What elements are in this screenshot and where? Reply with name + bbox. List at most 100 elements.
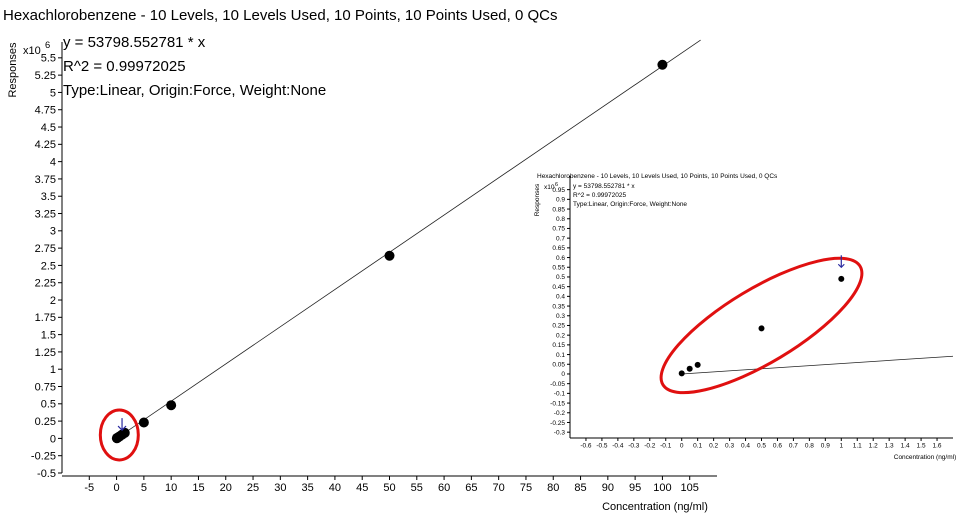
- y-tick-label: -0.05: [550, 381, 565, 388]
- x-tick-label: 105: [681, 482, 699, 494]
- y-exponent-label: 6: [45, 40, 50, 50]
- x-tick-label: 100: [653, 482, 671, 494]
- y-tick-label: 5.5: [41, 53, 56, 65]
- y-tick-label: 3.75: [35, 174, 56, 186]
- y-tick-label: 2.25: [35, 278, 56, 290]
- y-tick-label: 0.05: [552, 362, 565, 369]
- pointer-arrow: [117, 418, 127, 431]
- x-tick-label: 0.2: [709, 443, 718, 450]
- y-tick-label: 0.1: [556, 352, 565, 359]
- y-tick-label: 1.5: [41, 329, 56, 341]
- chart-title: Hexachlorobenzene - 10 Levels, 10 Levels…: [3, 7, 557, 24]
- y-tick-label: 3.25: [35, 208, 56, 220]
- x-tick-label: -0.1: [660, 443, 672, 450]
- highlight-ellipse: [98, 408, 140, 462]
- x-tick-label: -0.6: [580, 443, 592, 450]
- r-squared-text: R^2 = 0.99972025: [573, 192, 626, 199]
- data-point: [838, 275, 845, 282]
- x-tick-label: 0.9: [821, 443, 830, 450]
- y-axis-label: Responses: [7, 42, 19, 98]
- x-tick-label: 25: [247, 482, 259, 494]
- fit-line: [681, 355, 954, 375]
- x-tick-label: 0: [114, 482, 120, 494]
- y-tick-label: 0.95: [552, 187, 565, 194]
- y-tick-label: -0.15: [550, 400, 565, 407]
- x-tick-label: -5: [84, 482, 94, 494]
- y-tick-label: 4: [50, 156, 56, 168]
- pointer-arrow-head: [117, 425, 127, 431]
- x-tick-label: 35: [302, 482, 314, 494]
- y-tick-label: 0.15: [552, 342, 565, 349]
- y-tick-label: 2: [50, 295, 56, 307]
- fit-info-text: Type:Linear, Origin:Force, Weight:None: [573, 201, 687, 208]
- x-tick-label: 0.5: [757, 443, 766, 450]
- x-tick-label: 1.4: [901, 443, 910, 450]
- y-tick-label: 1: [50, 364, 56, 376]
- y-tick-label: 0.6: [556, 255, 565, 262]
- x-tick-label: 1.5: [917, 443, 926, 450]
- y-tick-label: 0.45: [552, 284, 565, 291]
- highlight-ellipse: [659, 256, 864, 395]
- x-tick-label: 95: [629, 482, 641, 494]
- x-tick-label: 15: [192, 482, 204, 494]
- y-multiplier-label: x10: [544, 184, 555, 191]
- x-tick-label: 55: [411, 482, 423, 494]
- x-tick-label: 0.8: [805, 443, 814, 450]
- y-tick-label: 1.25: [35, 347, 56, 359]
- y-tick-label: 3: [50, 226, 56, 238]
- inset-calibration-chart: Hexachlorobenzene - 10 Levels, 10 Levels…: [534, 173, 957, 461]
- y-tick-label: 0.55: [552, 265, 565, 272]
- x-tick-label: -0.4: [612, 443, 624, 450]
- data-point: [694, 361, 701, 368]
- y-tick-label: 0: [561, 371, 565, 378]
- x-tick-label: 5: [141, 482, 147, 494]
- y-tick-label: 0.3: [556, 313, 565, 320]
- y-tick-label: 0.4: [556, 294, 565, 301]
- y-tick-label: 0: [50, 433, 56, 445]
- equation-text: y = 53798.552781 * x: [63, 34, 206, 51]
- y-tick-label: 0.5: [41, 399, 56, 411]
- data-point: [384, 250, 395, 261]
- y-tick-label: 5.25: [35, 70, 56, 82]
- pointer-arrow: [837, 255, 845, 269]
- x-tick-label: -0.3: [628, 443, 640, 450]
- x-tick-label: -0.5: [596, 443, 608, 450]
- y-tick-label: -0.5: [37, 468, 56, 480]
- x-tick-label: 70: [493, 482, 505, 494]
- x-tick-label: 30: [274, 482, 286, 494]
- x-tick-label: 90: [602, 482, 614, 494]
- r-squared-text: R^2 = 0.99972025: [63, 58, 186, 75]
- x-tick-label: 75: [520, 482, 532, 494]
- data-point: [166, 400, 177, 411]
- data-point: [758, 325, 765, 332]
- x-tick-label: 1.3: [885, 443, 894, 450]
- y-exponent-label: 6: [555, 182, 558, 188]
- y-tick-label: 0.65: [552, 245, 565, 252]
- x-tick-label: 0.7: [789, 443, 798, 450]
- x-axis-label: Concentration (ng/ml): [894, 454, 957, 461]
- data-point: [678, 370, 685, 377]
- equation-text: y = 53798.552781 * x: [573, 183, 635, 190]
- data-point: [138, 417, 149, 428]
- y-tick-label: 5: [50, 87, 56, 99]
- y-multiplier-label: x10: [23, 45, 41, 57]
- y-tick-label: 3.5: [41, 191, 56, 203]
- y-tick-label: 0.25: [552, 323, 565, 330]
- y-tick-label: -0.3: [554, 429, 566, 436]
- y-tick-label: 0.75: [552, 226, 565, 233]
- y-tick-label: 4.25: [35, 139, 56, 151]
- y-tick-label: 0.8: [556, 216, 565, 223]
- x-tick-label: 0.4: [741, 443, 750, 450]
- x-tick-label: 10: [165, 482, 177, 494]
- y-tick-label: -0.25: [31, 451, 56, 463]
- y-tick-label: 0.5: [556, 274, 565, 281]
- chart-title: Hexachlorobenzene - 10 Levels, 10 Levels…: [537, 173, 778, 180]
- fit-line: [116, 39, 701, 439]
- fit-info-text: Type:Linear, Origin:Force, Weight:None: [63, 82, 326, 99]
- y-tick-label: 0.7: [556, 235, 565, 242]
- y-tick-label: -0.1: [554, 391, 566, 398]
- x-tick-label: 0.6: [773, 443, 782, 450]
- y-tick-label: 2.75: [35, 243, 56, 255]
- x-tick-label: 1.6: [933, 443, 942, 450]
- x-tick-label: 50: [383, 482, 395, 494]
